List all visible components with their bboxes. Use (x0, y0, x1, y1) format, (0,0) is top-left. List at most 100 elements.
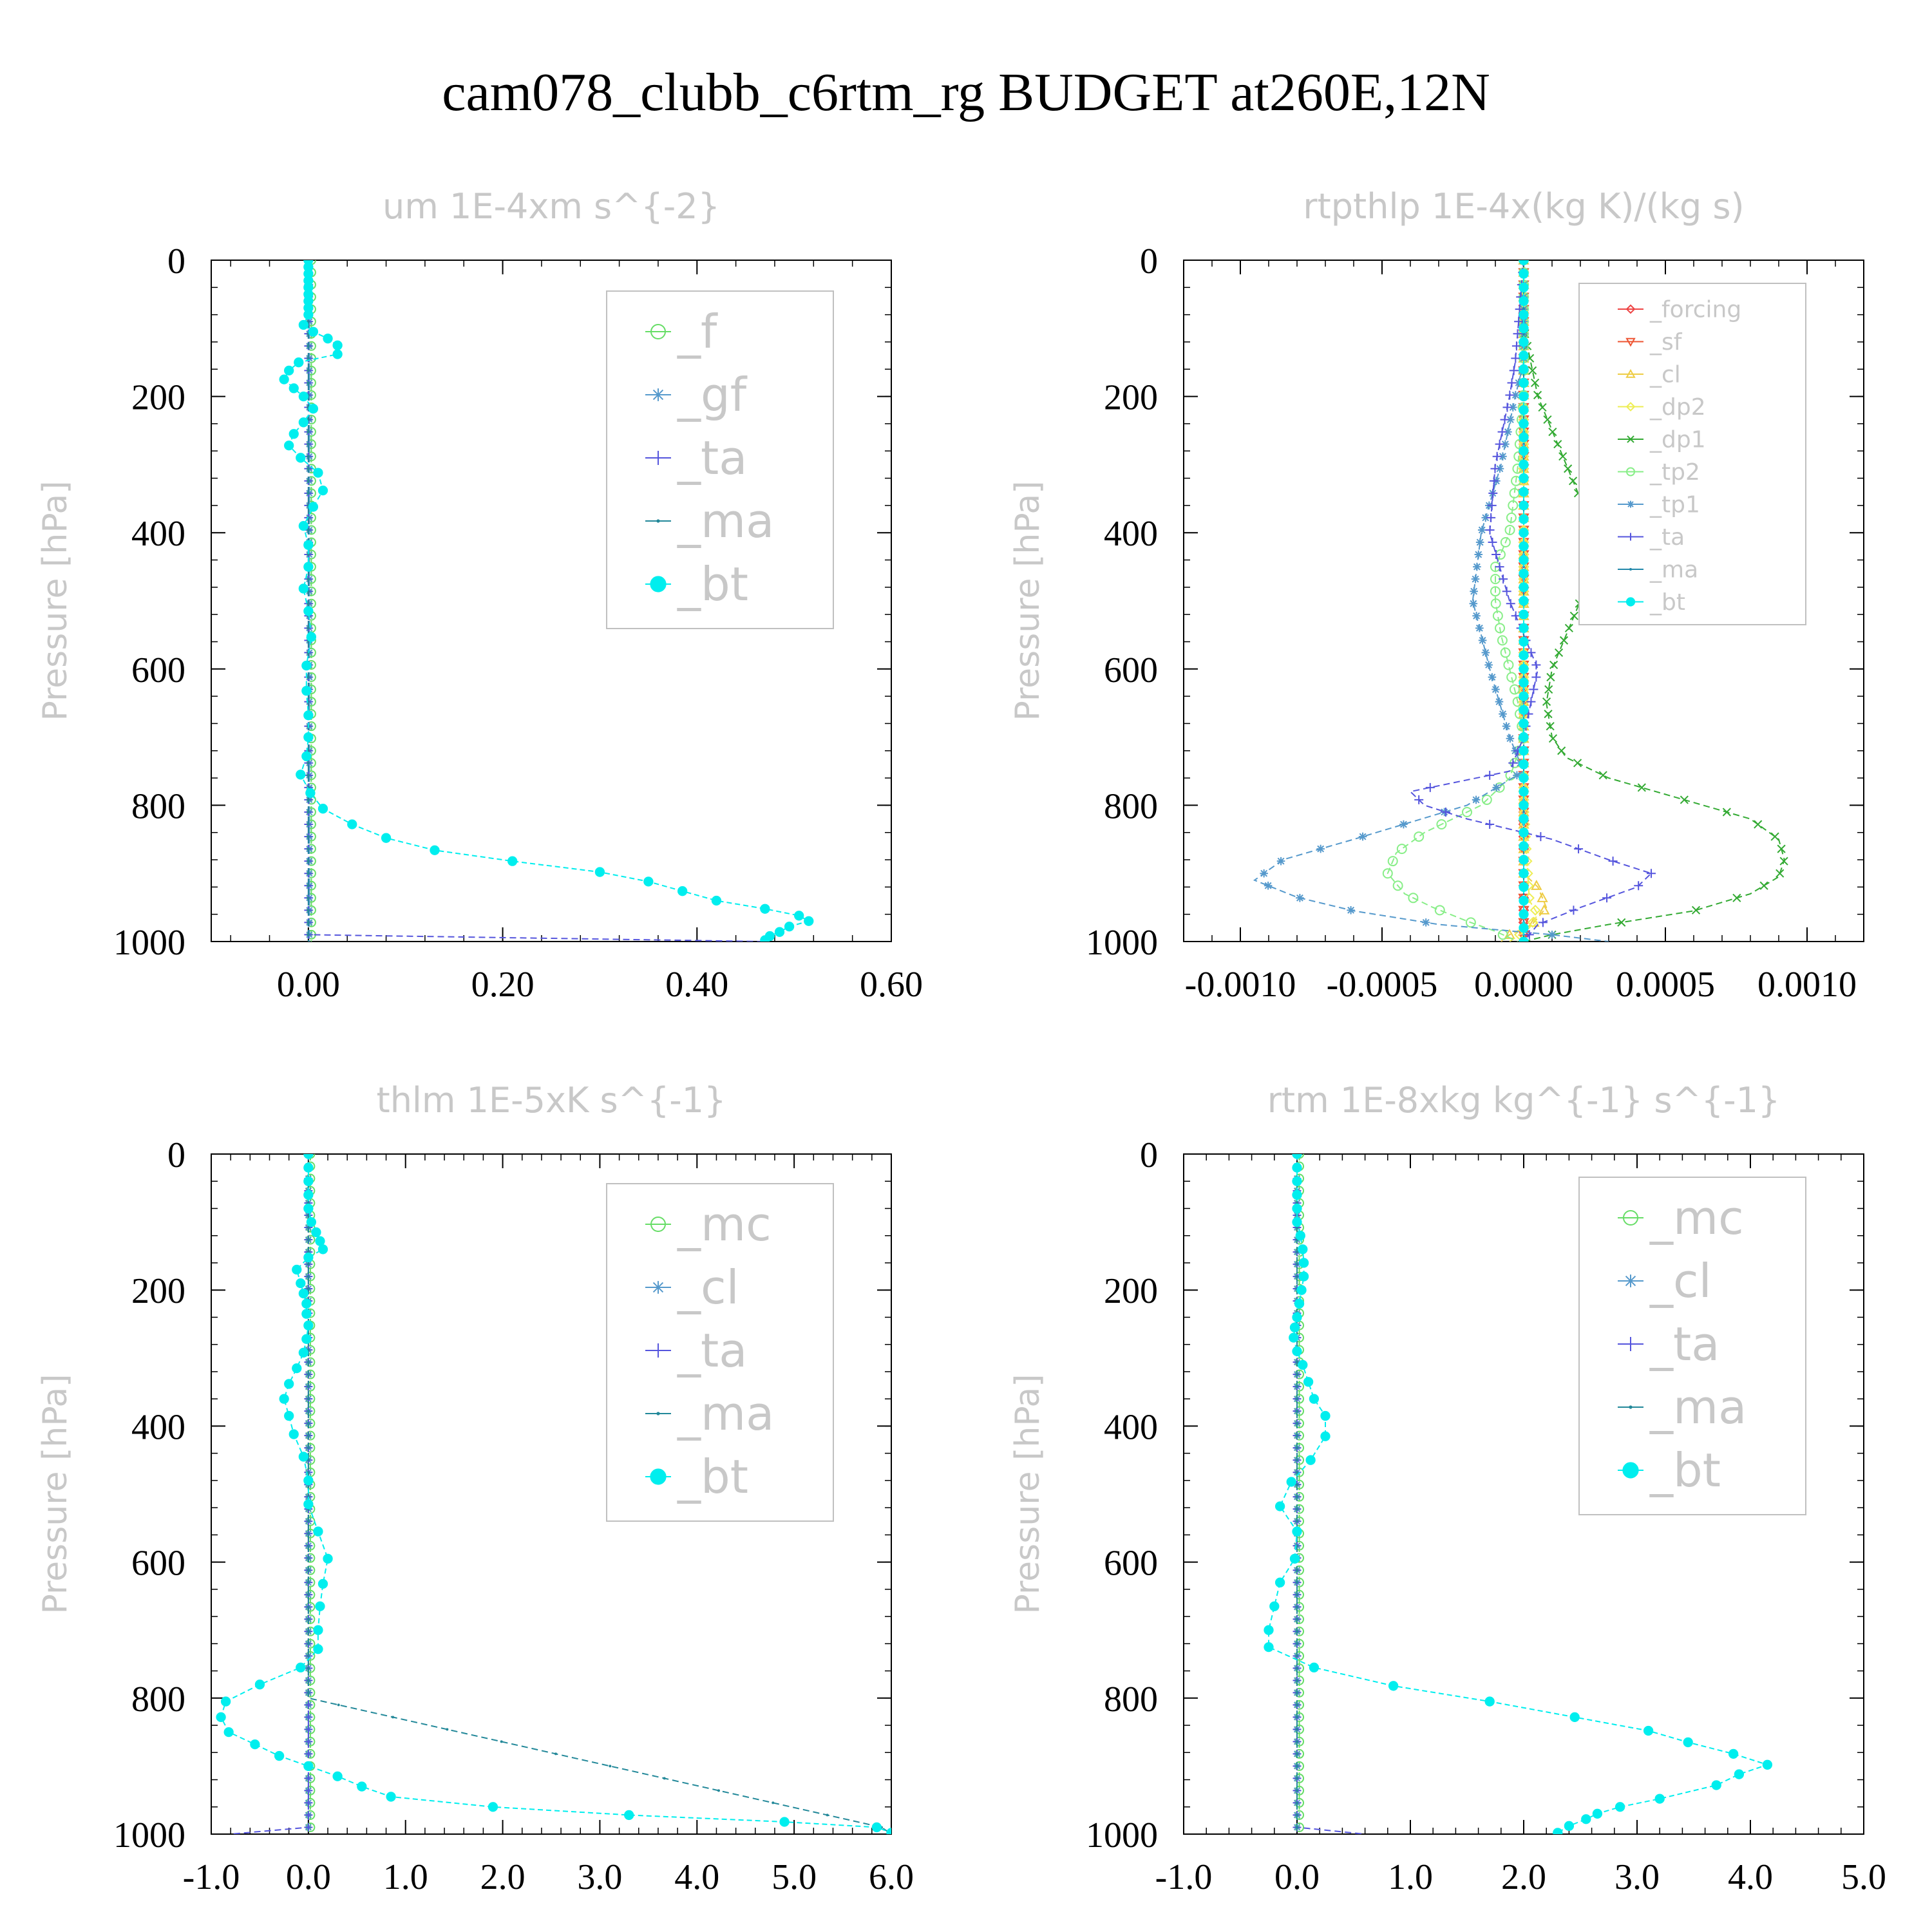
data-point (1500, 537, 1511, 548)
legend-marker (650, 576, 667, 592)
data-point (1292, 1189, 1302, 1200)
data-point (307, 578, 310, 581)
legend-label: _ma (1649, 1380, 1747, 1434)
data-point (303, 1189, 314, 1200)
data-point (1296, 1275, 1298, 1278)
x-tick-label: 6.0 (869, 1857, 914, 1897)
data-point (1320, 1410, 1331, 1421)
series-line (231, 1154, 309, 1834)
legend-marker (652, 388, 665, 401)
data-point (1519, 487, 1529, 497)
data-point (1519, 541, 1529, 552)
legend-marker (1625, 402, 1636, 412)
data-point (1543, 415, 1552, 424)
data-point (1421, 918, 1430, 927)
chart-panel-2: rtpthlp 1E-4x(kg K)/(kg s) Pressure [hPa]… (1009, 186, 1864, 1005)
y-axis-label: Pressure [hPa] (1009, 1374, 1047, 1615)
data-point (307, 381, 310, 384)
data-point (760, 904, 770, 914)
data-point (886, 1828, 891, 1834)
data-point (1502, 587, 1511, 596)
data-point (1544, 685, 1553, 694)
legend-box (606, 290, 834, 629)
data-point (1519, 569, 1529, 579)
x-tick-label: 5.0 (1841, 1857, 1886, 1897)
data-point (307, 848, 310, 851)
legend-label: _ta (1649, 524, 1685, 551)
data-point (1508, 403, 1517, 412)
data-point (296, 770, 306, 780)
data-point (392, 1716, 395, 1719)
data-point (1564, 1821, 1575, 1831)
data-point (1399, 820, 1408, 829)
data-point (1528, 366, 1537, 375)
legend-marker (1624, 1274, 1637, 1287)
data-point (1519, 260, 1529, 265)
legend-label: _sf (1649, 329, 1683, 355)
data-point (303, 606, 314, 616)
data-point (307, 1397, 310, 1401)
data-point (317, 1578, 328, 1589)
data-point (1296, 1740, 1298, 1743)
data-point (1777, 844, 1786, 853)
data-point (298, 583, 308, 594)
data-point (307, 1569, 310, 1572)
data-point (303, 1320, 314, 1331)
series-tp1 (1253, 260, 1609, 942)
y-tick-label: 800 (1104, 1680, 1158, 1719)
data-point (1519, 636, 1529, 647)
data-point (779, 1817, 790, 1827)
data-point (1292, 1154, 1302, 1159)
y-tick-label: 0 (1140, 1135, 1158, 1175)
data-point (1538, 402, 1547, 412)
y-tick-label: 200 (131, 378, 185, 418)
data-point (1292, 1162, 1302, 1173)
data-point (609, 1765, 612, 1768)
data-point (1296, 1373, 1298, 1376)
data-point (307, 823, 310, 826)
data-point (1519, 500, 1529, 511)
data-point (307, 528, 310, 531)
data-point (220, 1696, 231, 1707)
series-line (1296, 1154, 1365, 1834)
data-point (1425, 782, 1435, 792)
data-point (1470, 587, 1478, 596)
data-point (307, 602, 310, 605)
legend-marker (1625, 304, 1636, 314)
data-point (1274, 1501, 1285, 1511)
data-point (307, 430, 310, 433)
data-point (1519, 855, 1529, 865)
series-bt (1519, 260, 1529, 942)
data-point (307, 1593, 310, 1596)
data-point (1504, 524, 1515, 535)
data-point (1511, 611, 1520, 621)
data-point (1471, 574, 1480, 583)
x-tick-label: 0.20 (471, 965, 535, 1005)
data-point (1295, 1231, 1305, 1241)
data-point (1564, 464, 1573, 473)
data-point (307, 1581, 310, 1584)
legend-label: _cl (677, 1260, 739, 1314)
legend-box (1578, 1177, 1806, 1515)
data-point (307, 627, 310, 630)
y-tick-label: 800 (131, 1680, 185, 1719)
data-point (1414, 831, 1425, 842)
data-point (430, 845, 440, 855)
data-point (1296, 1569, 1298, 1572)
data-point (804, 916, 814, 926)
data-point (1441, 807, 1450, 817)
data-point (1303, 1377, 1314, 1387)
data-point (1298, 1271, 1309, 1282)
data-point (1309, 1394, 1320, 1404)
series-bt (1264, 1154, 1773, 1834)
y-tick-label: 1000 (113, 1815, 185, 1855)
data-point (307, 773, 310, 777)
series-bt (279, 260, 814, 942)
y-axis-label: Pressure [hPa] (36, 481, 75, 721)
legend-marker (652, 1281, 665, 1294)
data-point (311, 1227, 321, 1238)
data-point (1506, 672, 1517, 683)
data-point (1506, 599, 1515, 609)
data-point (1500, 647, 1511, 658)
